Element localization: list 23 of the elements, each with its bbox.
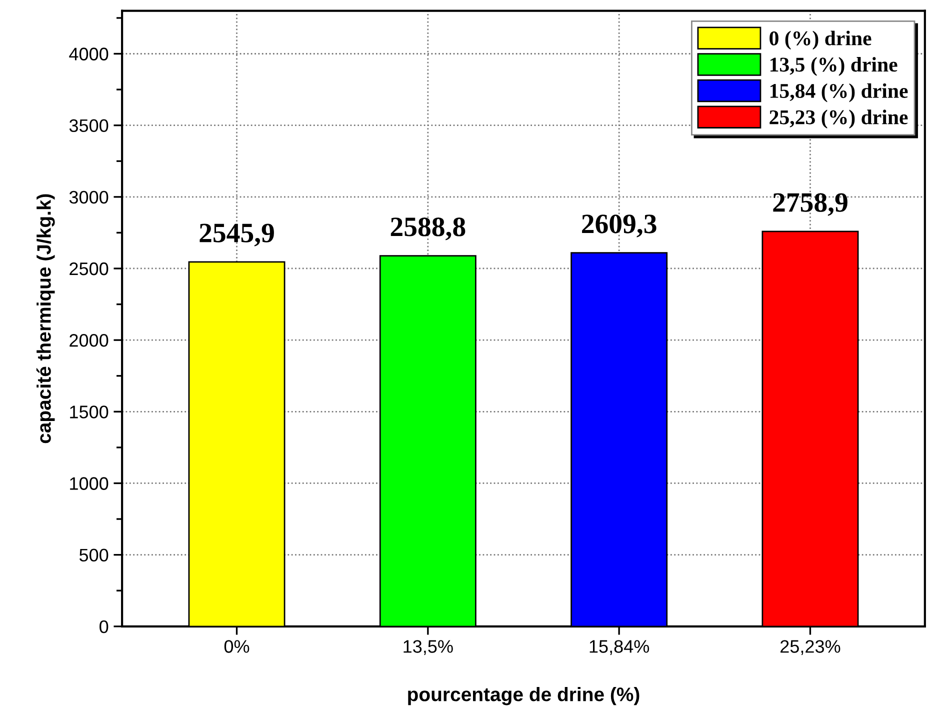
y-tick-label: 0 [100,620,108,634]
y-tick-label: 4000 [69,48,108,60]
data-label: 2545,9 [200,224,274,246]
y-tick-label: 3000 [69,190,108,204]
y-tick-label: 1500 [70,406,108,418]
y-tick-label: 3500 [69,119,108,132]
y-tick-label: 2500 [70,262,108,276]
x-tick-label: 25,23% [780,640,840,655]
legend-label: 15,84 (%) drine [770,83,908,102]
x-tick-label: 13,5% [404,640,453,655]
data-label: 2588,8 [390,218,466,240]
data-label: 2758,9 [773,193,848,216]
x-axis-title: pourcentage de drine (%) [408,686,640,706]
y-tick-label: 2000 [70,334,108,347]
data-label: 2609,3 [582,214,656,238]
y-tick-label: 500 [79,548,108,562]
y-axis-title: capacité thermique (J/kg.k) [36,194,55,444]
x-tick-label: 0% [224,640,250,653]
y-tick-label: 1000 [70,477,108,490]
legend-label: 25,23 (%) drine [770,110,908,129]
legend-label: 0 (%) drine [770,30,872,50]
legend-label: 13,5 (%) drine [770,57,898,76]
x-tick-label: 15,84% [590,640,650,655]
